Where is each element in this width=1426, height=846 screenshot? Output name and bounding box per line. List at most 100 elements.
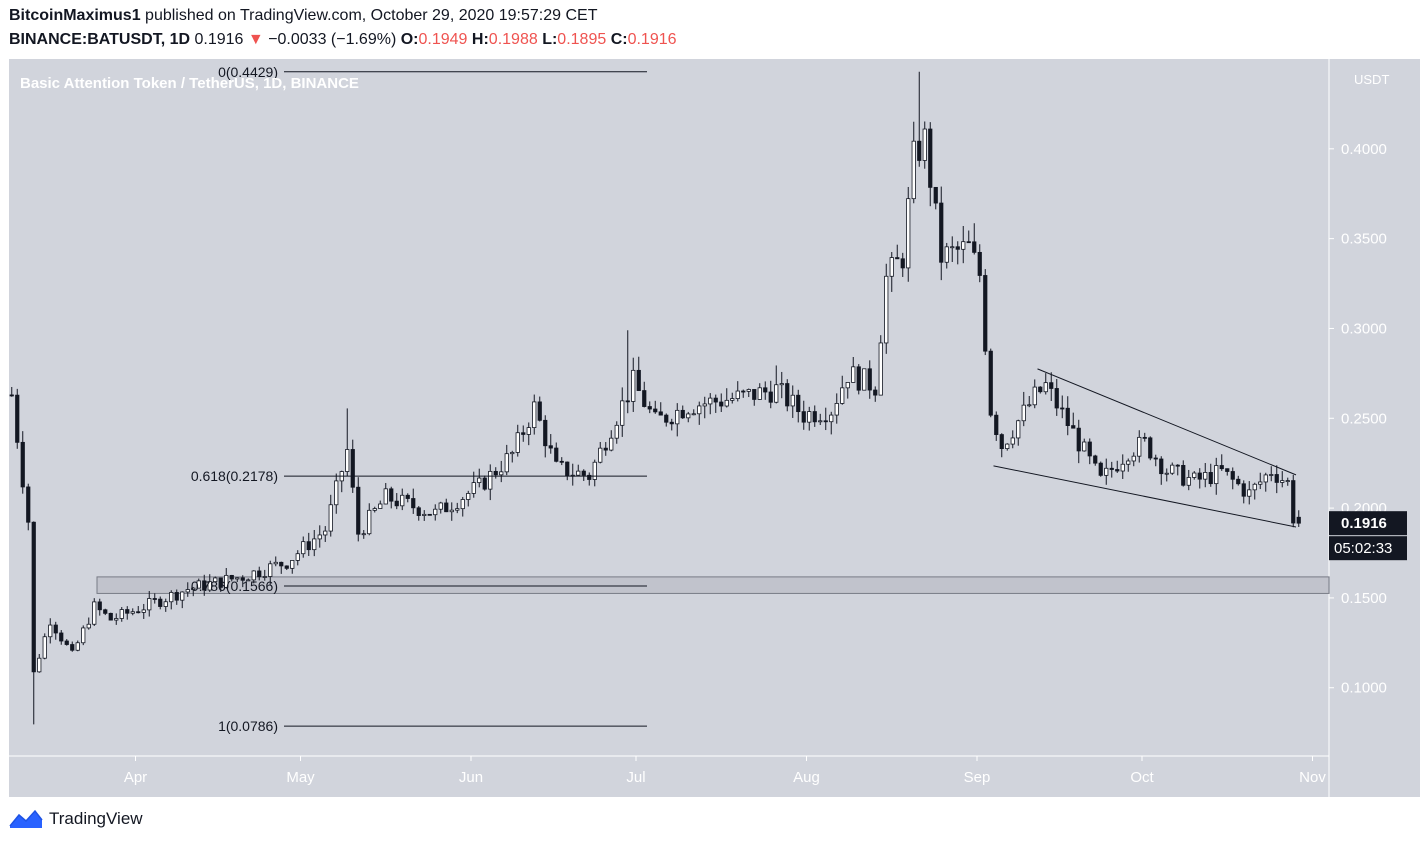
author-name[interactable]: BitcoinMaximus1: [9, 7, 141, 24]
candle-body: [1219, 465, 1224, 470]
candle-body: [895, 257, 900, 260]
tradingview-logo-icon[interactable]: [9, 809, 43, 829]
candle-body: [697, 405, 702, 415]
fib-retracement-group: 0(0.4429) 0.618(0.2178) 0.786(0.1566) 1(0.0…: [191, 64, 647, 734]
candle-body: [466, 493, 471, 500]
x-tick-label: Aug: [793, 769, 820, 786]
candle-body: [922, 128, 927, 161]
price-chart[interactable]: 0(0.4429) 0.618(0.2178) 0.786(0.1566) 1(0.0…: [9, 59, 1420, 797]
candle-body: [735, 390, 740, 400]
candle-body: [86, 623, 91, 629]
candle-body: [180, 591, 185, 601]
candle-body: [664, 414, 669, 423]
candle-body: [246, 579, 251, 582]
candle-body: [840, 387, 845, 404]
candle-body: [713, 397, 718, 403]
candle-body: [378, 503, 383, 509]
candle-body: [130, 611, 135, 614]
candle-body: [262, 576, 267, 578]
candle-body: [295, 553, 300, 561]
candle-body: [1241, 483, 1246, 497]
candle-body: [812, 411, 817, 423]
candle-body: [994, 414, 999, 435]
candle-body: [493, 470, 498, 476]
candle-body: [279, 561, 284, 567]
candle-body: [730, 398, 735, 401]
low-label: L:: [542, 31, 558, 48]
candle-body: [532, 401, 537, 429]
candle-body: [686, 413, 691, 419]
candle-body: [1098, 462, 1103, 476]
candle-body: [1208, 472, 1213, 485]
tradingview-brand[interactable]: TradingView: [49, 809, 143, 828]
candle-body: [125, 609, 130, 614]
candle-body: [411, 498, 416, 509]
candle-body: [1153, 457, 1158, 460]
candle-body: [834, 403, 839, 416]
candle-body: [196, 580, 201, 589]
candle-body: [383, 488, 388, 505]
candle-body: [999, 434, 1004, 450]
candle-body: [1115, 469, 1120, 472]
candle-body: [477, 477, 482, 484]
y-tick-label: 0.1500: [1341, 590, 1387, 607]
price-change: −0.0033 (−1.69%): [268, 31, 397, 48]
candle-body: [911, 140, 916, 200]
wedge-group: [993, 368, 1297, 528]
candle-body: [1247, 489, 1252, 497]
symbol-name: BINANCE:BATUSDT, 1D: [9, 31, 191, 48]
candle-body: [796, 394, 801, 413]
candle-body: [59, 632, 64, 642]
candle-body: [273, 561, 278, 565]
price-scale[interactable]: [1329, 59, 1420, 756]
candle-body: [42, 636, 47, 659]
candle-body: [609, 437, 614, 451]
candle-body: [884, 275, 889, 344]
candle-body: [851, 366, 856, 383]
candle-body: [636, 369, 641, 391]
candle-body: [746, 389, 751, 392]
candle-body: [202, 580, 207, 591]
candle-body: [207, 581, 212, 591]
chart-area[interactable]: 0(0.4429) 0.618(0.2178) 0.786(0.1566) 1(0.0…: [9, 59, 1420, 797]
candle-body: [1082, 441, 1087, 452]
candle-body: [471, 482, 476, 494]
x-tick-label: Jun: [459, 769, 483, 786]
candle-body: [1225, 468, 1230, 472]
candle-body: [389, 488, 394, 502]
candle-body: [438, 502, 443, 510]
candle-body: [554, 447, 559, 462]
candle-body: [966, 241, 971, 244]
support-zone: [96, 576, 1330, 594]
candle-body: [680, 409, 685, 419]
time-scale[interactable]: [9, 756, 1329, 797]
fib-level-label: 0(0.4429): [218, 64, 278, 80]
fib-level-label: 1(0.0786): [218, 718, 278, 734]
candle-body: [1230, 471, 1235, 480]
x-tick-label: Jul: [626, 769, 645, 786]
candle-body: [334, 480, 339, 506]
candle-body: [1065, 407, 1070, 427]
candle-body: [163, 601, 168, 607]
candle-body: [537, 401, 542, 421]
candle-body: [350, 449, 355, 488]
candle-body: [119, 609, 124, 619]
candle-body: [889, 257, 894, 277]
plot-background: [9, 59, 1329, 756]
candle-body: [312, 538, 317, 551]
candle-body: [702, 403, 707, 407]
candle-body: [1104, 467, 1109, 476]
candle-body: [724, 399, 729, 407]
support-zone-group: [96, 576, 1330, 594]
candle-body: [856, 366, 861, 391]
candle-body: [460, 499, 465, 510]
candle-body: [301, 541, 306, 555]
candle-body: [1263, 474, 1268, 483]
last-price-label-group: 0.1916 05:02:33: [1329, 511, 1407, 561]
candle-body: [81, 627, 86, 644]
candle-body: [559, 460, 564, 463]
candle-body: [1296, 516, 1301, 524]
candle-body: [70, 644, 75, 651]
candle-body: [972, 241, 977, 253]
candle-body: [565, 461, 570, 477]
